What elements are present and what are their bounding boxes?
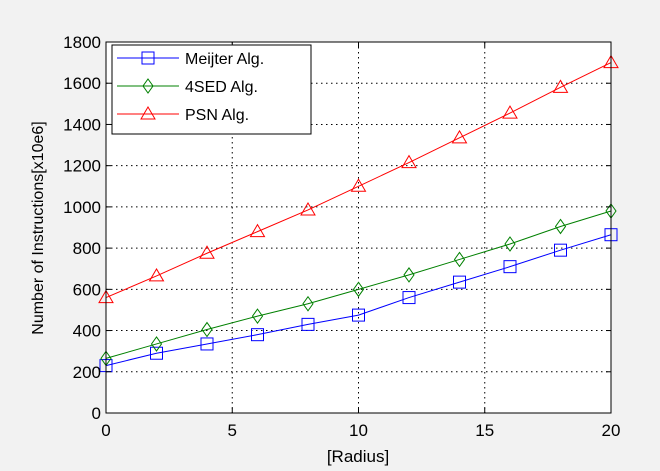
y-tick-label: 400 bbox=[73, 322, 101, 341]
marker-triangle bbox=[552, 79, 569, 93]
marker-diamond bbox=[142, 78, 154, 94]
marker-triangle bbox=[148, 267, 165, 282]
marker-triangle bbox=[199, 245, 215, 259]
marker-square bbox=[251, 328, 264, 342]
series-line bbox=[105, 210, 612, 359]
x-tick-label: 10 bbox=[349, 421, 368, 440]
marker-square bbox=[301, 317, 315, 331]
marker-triangle bbox=[502, 105, 518, 119]
legend: Meijter Alg. 4SED Alg. PSN Alg. bbox=[111, 44, 312, 135]
marker-square bbox=[352, 308, 365, 322]
marker-triangle bbox=[249, 223, 266, 238]
x-tick-label: 15 bbox=[475, 421, 494, 440]
marker-triangle bbox=[350, 178, 367, 192]
y-tick-label: 200 bbox=[73, 363, 101, 382]
legend-item: Meijter Alg. bbox=[117, 51, 264, 68]
x-tick-label: 5 bbox=[228, 421, 237, 440]
marker-square bbox=[200, 337, 214, 351]
marker-square bbox=[453, 275, 466, 289]
marker-square bbox=[150, 346, 163, 360]
x-tick-label: 0 bbox=[101, 421, 110, 440]
marker-diamond bbox=[403, 267, 415, 283]
marker-diamond bbox=[453, 251, 466, 268]
legend-item: PSN Alg. bbox=[117, 106, 249, 124]
legend-item: 4SED Alg. bbox=[117, 78, 258, 96]
x-tick-label: 20 bbox=[602, 421, 621, 440]
marker-diamond bbox=[352, 281, 365, 298]
marker-diamond bbox=[201, 321, 213, 338]
y-tick-label: 800 bbox=[73, 239, 101, 258]
marker-diamond bbox=[504, 236, 516, 252]
y-tick-label: 1400 bbox=[63, 115, 101, 134]
x-axis-label: [Radius] bbox=[327, 447, 389, 466]
series-group bbox=[98, 54, 619, 373]
y-tick-label: 1600 bbox=[63, 74, 101, 93]
marker-diamond bbox=[554, 218, 567, 235]
series-line bbox=[105, 234, 612, 367]
grid bbox=[106, 42, 611, 413]
marker-triangle bbox=[401, 154, 417, 169]
legend-label: PSN Alg. bbox=[185, 107, 249, 124]
tick-labels: 0 5 10 15 2002004006008001000120014001600180… bbox=[63, 33, 620, 440]
legend-label: Meijter Alg. bbox=[185, 51, 264, 68]
marker-square bbox=[402, 291, 416, 305]
marker-triangle bbox=[140, 106, 156, 120]
y-tick-label: 600 bbox=[73, 280, 101, 299]
marker-triangle bbox=[451, 129, 468, 144]
marker-diamond bbox=[251, 308, 264, 324]
y-tick-label: 1800 bbox=[63, 33, 101, 52]
y-axis-label: Number of Instructions[x10e6] bbox=[30, 121, 47, 334]
marker-square bbox=[554, 243, 567, 257]
series-2 bbox=[100, 203, 617, 367]
y-tick-label: 1200 bbox=[63, 157, 101, 176]
marker-square bbox=[503, 260, 517, 274]
marker-square bbox=[141, 51, 155, 65]
y-tick-label: 1000 bbox=[63, 198, 101, 217]
legend-label: 4SED Alg. bbox=[185, 79, 258, 96]
series-line bbox=[105, 62, 612, 299]
ticks bbox=[105, 41, 612, 414]
marker-triangle bbox=[300, 201, 316, 216]
y-tick-label: 0 bbox=[92, 404, 101, 423]
marker-diamond bbox=[150, 336, 163, 352]
marker-diamond bbox=[302, 295, 314, 312]
